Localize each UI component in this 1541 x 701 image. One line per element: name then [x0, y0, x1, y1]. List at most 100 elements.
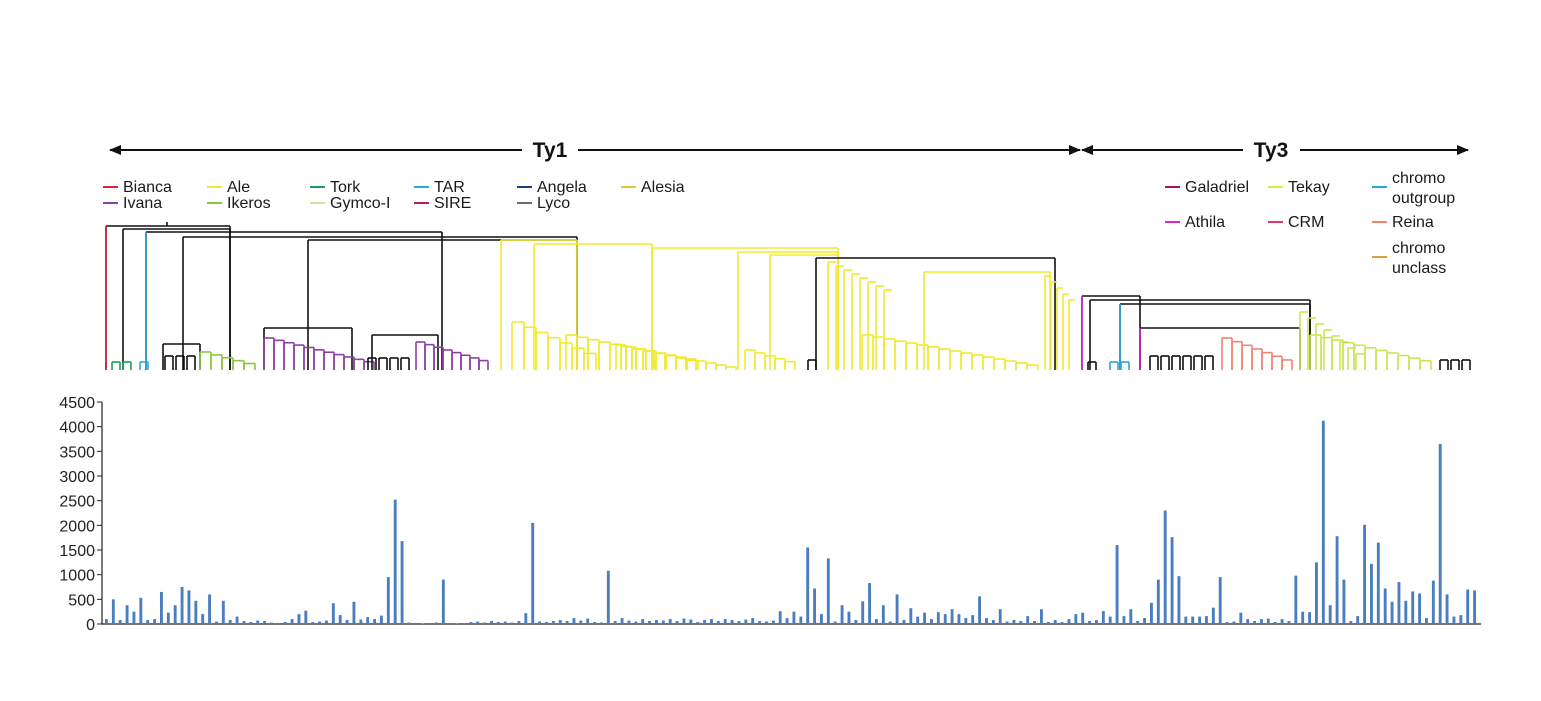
- ty3-label: Ty3: [1254, 139, 1289, 162]
- bar: [1184, 616, 1188, 624]
- bar: [1067, 619, 1071, 624]
- bar: [1438, 443, 1442, 624]
- bar: [1026, 616, 1030, 624]
- bar: [1315, 562, 1318, 624]
- bar: [1473, 590, 1477, 624]
- bar: [235, 616, 239, 624]
- bar: [414, 623, 418, 624]
- bar: [242, 621, 246, 624]
- bar: [1143, 618, 1147, 624]
- legend-label: Ivana: [123, 195, 162, 212]
- bar: [1376, 542, 1380, 624]
- bar: [441, 579, 445, 624]
- bar: [888, 621, 892, 624]
- bar: [400, 541, 404, 624]
- bar: [228, 620, 232, 624]
- bar: [1101, 611, 1105, 624]
- bar: [1294, 575, 1298, 624]
- bar: [338, 615, 342, 624]
- legend-item-ivana: Ivana: [103, 195, 162, 212]
- legend-label: Ale: [227, 179, 250, 196]
- bar: [194, 600, 198, 624]
- bar: [380, 615, 383, 624]
- bar: [785, 618, 789, 624]
- bar: [1445, 594, 1449, 624]
- legend-label: Gymco-I: [330, 195, 390, 212]
- bar: [572, 618, 576, 624]
- bar: [132, 611, 136, 624]
- bar: [290, 619, 294, 624]
- bar: [1088, 621, 1092, 624]
- bar: [641, 619, 645, 624]
- bar: [263, 621, 267, 624]
- bar: [1328, 605, 1332, 624]
- bar: [655, 620, 658, 624]
- bar: [407, 622, 411, 624]
- legend-item-athila: Athila: [1165, 214, 1225, 231]
- bar: [613, 621, 617, 624]
- bar: [476, 621, 480, 624]
- bar: [1218, 577, 1222, 624]
- bar: [634, 621, 638, 624]
- legend-label: Ikeros: [227, 195, 271, 212]
- bar: [620, 618, 624, 624]
- bar: [600, 622, 603, 624]
- bar: [221, 600, 225, 624]
- bar: [1342, 579, 1346, 624]
- bar: [215, 621, 218, 624]
- y-tick-label: 0: [86, 617, 95, 634]
- bars: [105, 420, 1477, 624]
- bar: [1411, 591, 1415, 624]
- bar: [716, 621, 720, 624]
- bar: [875, 619, 878, 624]
- bar: [1081, 612, 1085, 624]
- bar: [1239, 612, 1243, 624]
- bar: [1211, 607, 1215, 624]
- bar: [696, 622, 700, 624]
- bar: [661, 620, 665, 624]
- bar: [208, 594, 212, 624]
- bar: [531, 522, 535, 624]
- bar: [593, 622, 597, 624]
- bar: [1280, 619, 1284, 624]
- bar: [352, 601, 356, 624]
- bar: [737, 621, 741, 624]
- bar: [1136, 621, 1140, 624]
- y-tick-label: 2000: [59, 518, 95, 535]
- bar: [297, 614, 301, 624]
- bar: [1266, 618, 1270, 624]
- bar: [311, 622, 315, 624]
- legend-label: chromo unclass: [1392, 240, 1446, 277]
- legend-item-lyco: Lyco: [517, 195, 570, 212]
- bar: [792, 611, 796, 624]
- bar: [930, 619, 933, 624]
- bar: [689, 619, 693, 624]
- bar: [270, 622, 273, 624]
- bar: [936, 612, 940, 624]
- bar: [1177, 576, 1181, 624]
- bar: [160, 591, 163, 624]
- bar: [146, 620, 150, 624]
- bar: [373, 619, 377, 624]
- bar: [668, 619, 672, 624]
- legend-label: Tekay: [1288, 179, 1330, 196]
- bar: [895, 594, 899, 624]
- legend-item-angela: Angela: [517, 179, 587, 196]
- legend-item-tekay: Tekay: [1268, 179, 1330, 196]
- bar: [950, 609, 954, 624]
- legend-item-crm: CRM: [1268, 214, 1324, 231]
- bar: [1046, 622, 1050, 624]
- legend-label: Lyco: [537, 195, 570, 212]
- bar: [173, 605, 177, 624]
- bar: [586, 618, 590, 624]
- bar: [833, 621, 837, 624]
- bar: [276, 623, 280, 624]
- bar: [627, 620, 631, 624]
- bar: [1122, 616, 1126, 624]
- bar: [1383, 588, 1387, 624]
- bar: [1205, 616, 1208, 624]
- legend-ty3: Galadriel Tekay chromo outgroup Athila CRM Rei…: [1165, 170, 1455, 277]
- bar: [820, 614, 823, 624]
- y-tick-label: 3500: [59, 444, 95, 461]
